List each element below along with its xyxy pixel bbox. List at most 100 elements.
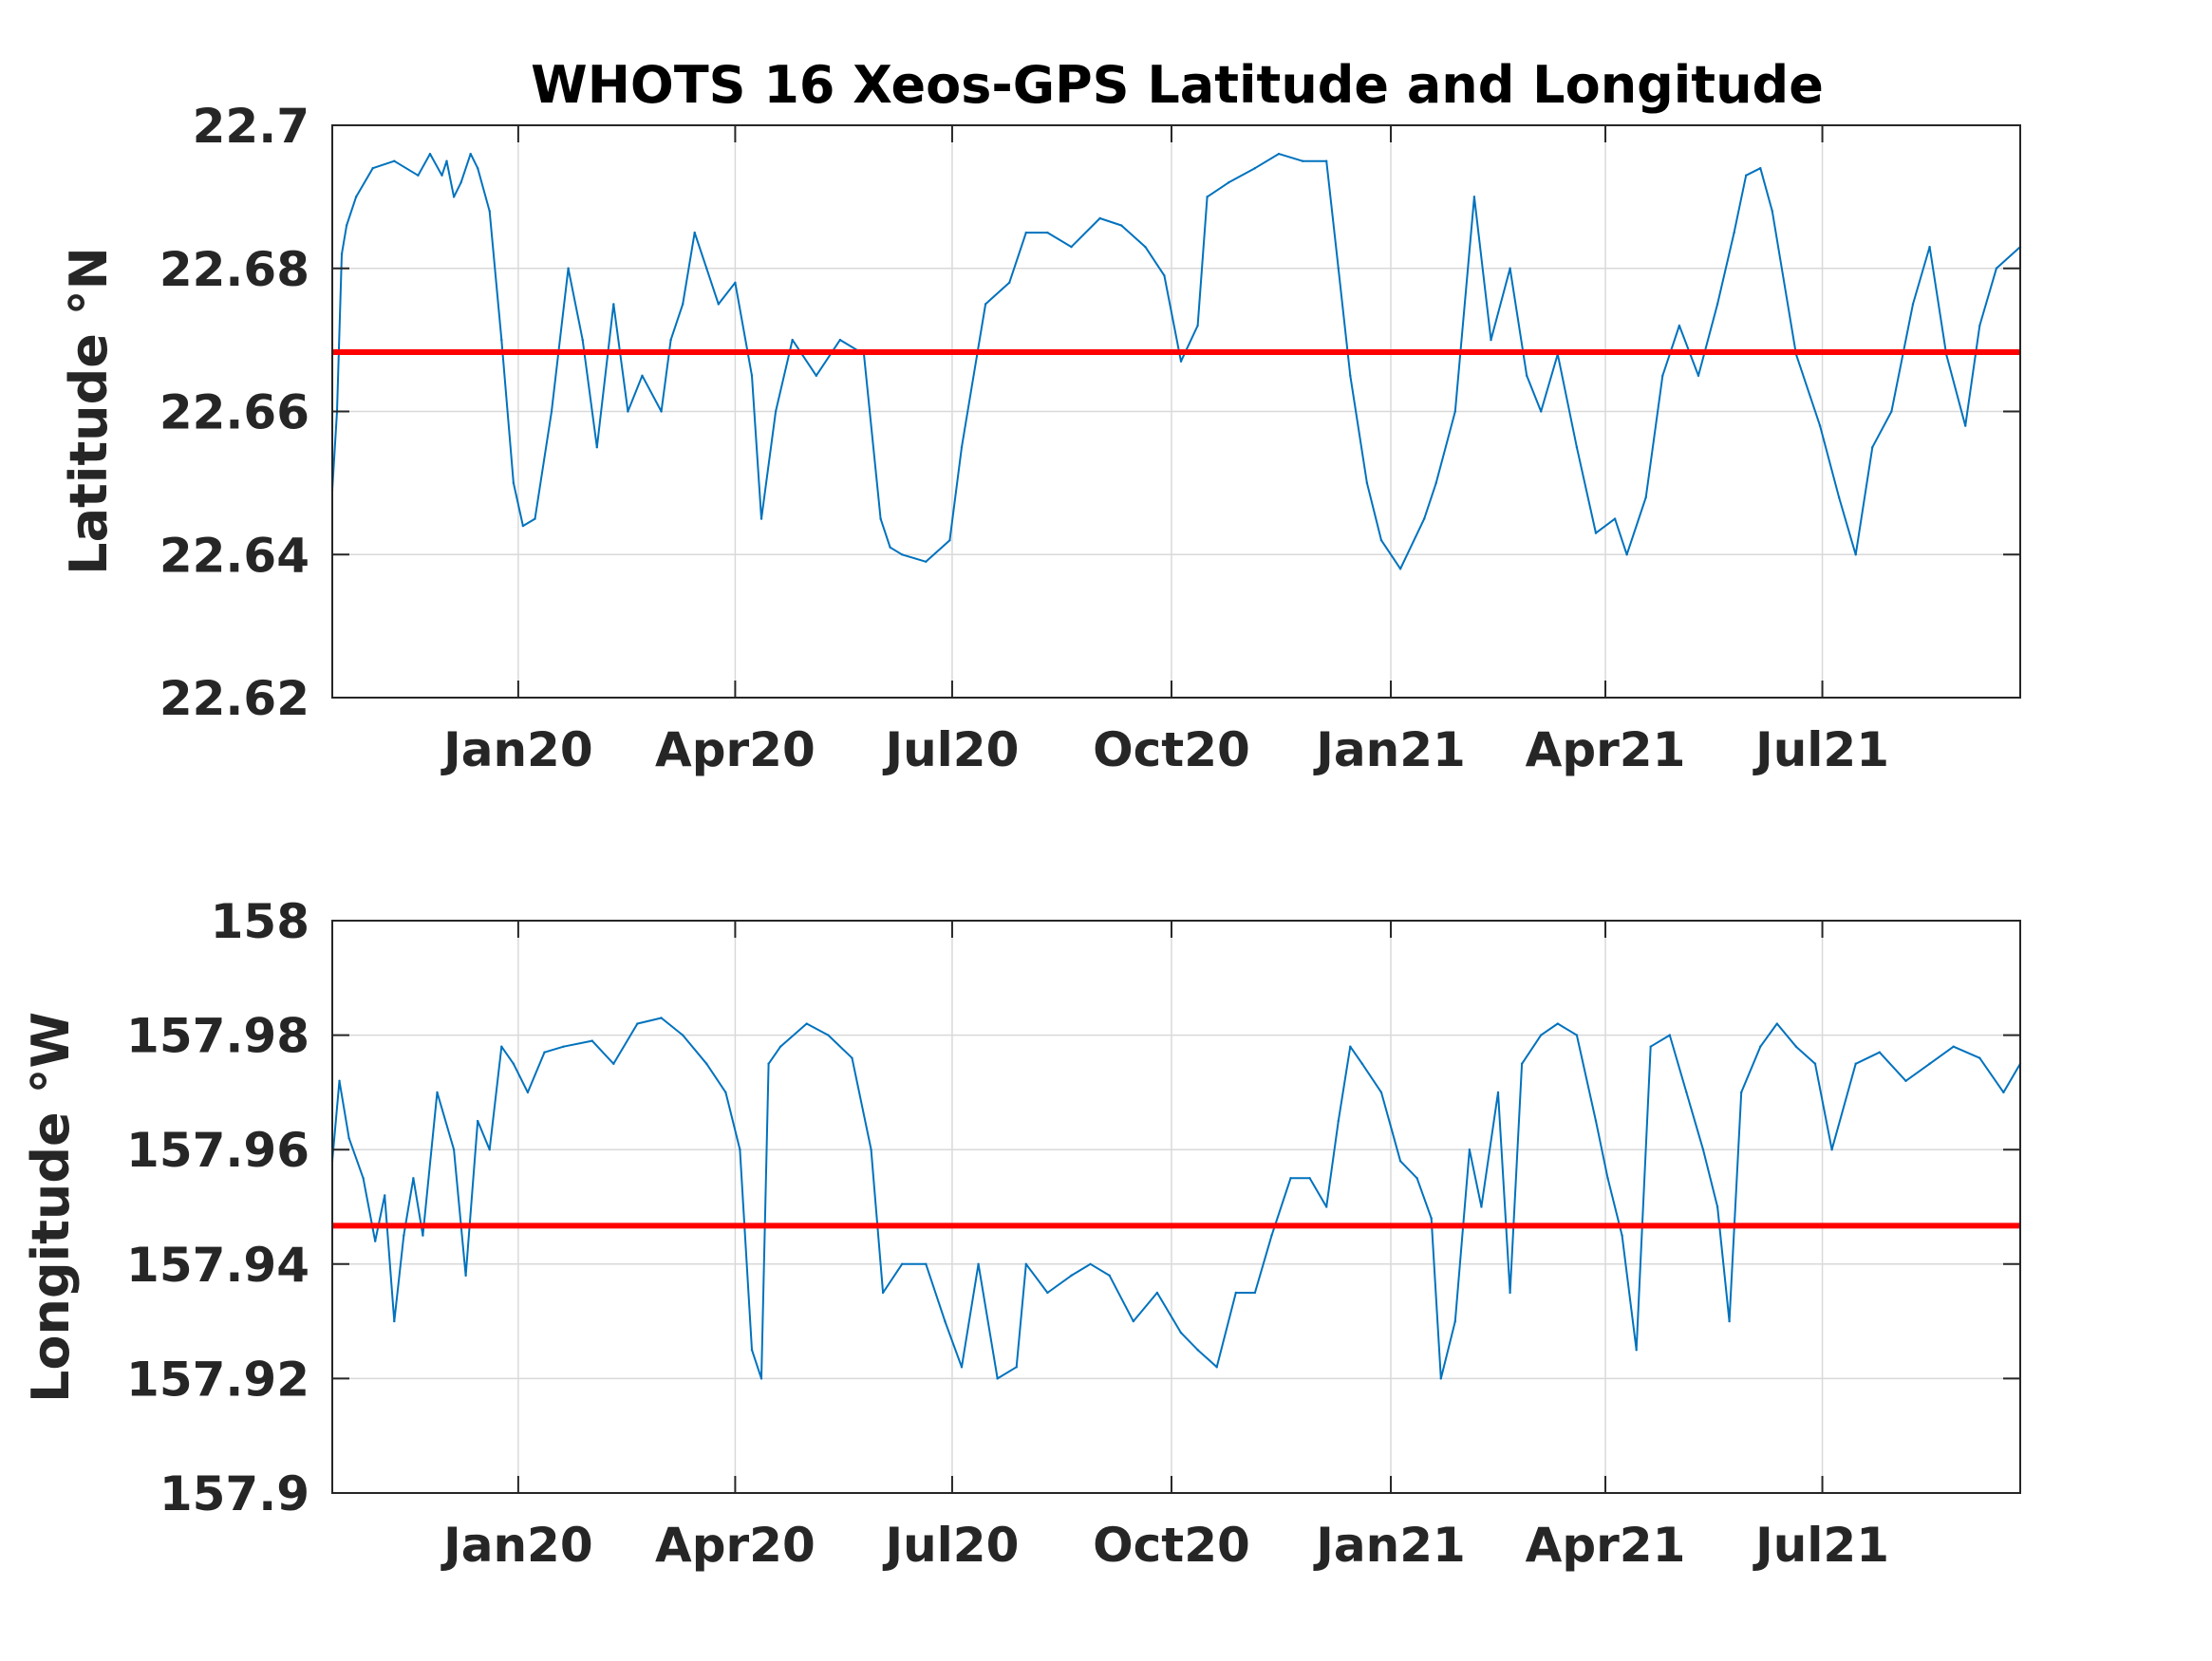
latitude-data-point xyxy=(595,445,598,449)
longitude-data-point xyxy=(1234,1291,1237,1295)
longitude-data-point xyxy=(2002,1091,2005,1094)
latitude-data-point xyxy=(393,159,396,162)
latitude-data-point xyxy=(1978,324,1981,327)
longitude-data-point xyxy=(1179,1331,1183,1334)
latitude-data-point xyxy=(445,159,448,162)
latitude-data-point xyxy=(500,338,503,342)
longitude-data-point xyxy=(724,1091,727,1094)
latitude-data-point xyxy=(1196,324,1199,327)
longitude-data-point xyxy=(1325,1205,1328,1208)
latitude-data-point xyxy=(521,524,525,528)
latitude-data-point xyxy=(717,303,721,306)
longitude-data-point xyxy=(1540,1034,1543,1036)
longitude-data-point xyxy=(1794,1045,1798,1048)
latitude-data-point xyxy=(889,546,891,549)
latitude-data-point xyxy=(901,553,904,556)
longitude-data-point xyxy=(1509,1291,1511,1295)
longitude-x-tick-label: Oct20 xyxy=(1093,1518,1250,1573)
latitude-data-point xyxy=(705,267,708,270)
latitude-data-point xyxy=(1540,410,1543,413)
latitude-data-point xyxy=(1594,532,1598,534)
longitude-data-point xyxy=(1775,1022,1779,1025)
latitude-ticks: Jan20 Apr20 Jul20 Oct20 Jan21 Apr21 Jul21 22.62… xyxy=(159,99,2020,777)
latitude-x-tick-label: Jan20 xyxy=(441,722,593,777)
longitude-data-point xyxy=(1270,1234,1273,1237)
latitude-data-point xyxy=(1206,196,1209,198)
latitude-data-point xyxy=(925,560,928,563)
longitude-data-point xyxy=(412,1177,415,1180)
longitude-data-point xyxy=(1360,1062,1364,1065)
latitude-data-point xyxy=(1277,152,1281,156)
latitude-data-point xyxy=(567,267,570,270)
latitude-data-point xyxy=(1453,410,1457,413)
longitude-data-point xyxy=(1575,1034,1579,1036)
longitude-data-point xyxy=(1635,1349,1638,1352)
latitude-data-point xyxy=(345,224,348,227)
latitude-data-point xyxy=(1837,495,1841,499)
longitude-data-point xyxy=(805,1022,808,1025)
longitude-y-axis-label: Longitude °W xyxy=(21,1012,81,1403)
longitude-data-point xyxy=(1830,1148,1833,1151)
latitude-data-point xyxy=(627,410,629,413)
latitude-data-point xyxy=(681,303,684,306)
longitude-data-point xyxy=(1015,1366,1018,1369)
latitude-data-point xyxy=(1325,159,1328,162)
longitude-data-point xyxy=(422,1234,424,1237)
longitude-data-point xyxy=(590,1039,593,1042)
longitude-x-tick-label: Jul21 xyxy=(1753,1518,1889,1573)
longitude-y-tick-label: 157.9 xyxy=(159,1466,309,1521)
latitude-data-point xyxy=(1661,374,1664,378)
longitude-series xyxy=(330,1017,2022,1380)
longitude-data-point xyxy=(925,1262,928,1266)
latitude-grid xyxy=(332,125,2020,698)
longitude-data-point xyxy=(1132,1319,1134,1323)
latitude-y-tick-label: 22.64 xyxy=(159,528,309,583)
latitude-data-point xyxy=(534,517,536,520)
latitude-data-point xyxy=(1625,553,1628,556)
latitude-data-point xyxy=(1253,167,1257,170)
latitude-data-point xyxy=(1070,245,1073,249)
longitude-data-point xyxy=(827,1034,830,1036)
longitude-data-point xyxy=(543,1051,546,1054)
latitude-data-point xyxy=(1301,159,1304,162)
longitude-data-point xyxy=(944,1319,947,1323)
longitude-data-point xyxy=(1878,1051,1882,1054)
longitude-data-point xyxy=(1606,1177,1609,1180)
longitude-data-point xyxy=(526,1091,530,1094)
longitude-x-tick-label: Apr20 xyxy=(655,1518,815,1573)
latitude-data-point xyxy=(1890,410,1893,413)
latitude-data-point xyxy=(1434,481,1437,485)
latitude-y-tick-label: 22.68 xyxy=(159,242,309,297)
longitude-data-point xyxy=(1215,1366,1218,1369)
longitude-data-point xyxy=(1253,1291,1257,1295)
longitude-data-point xyxy=(901,1262,904,1266)
latitude-data-point xyxy=(550,410,553,413)
longitude-data-point xyxy=(562,1045,565,1048)
latitude-data-point xyxy=(1759,167,1762,170)
latitude-data-point xyxy=(1678,324,1681,327)
longitude-data-point xyxy=(1046,1291,1049,1295)
longitude-data-point xyxy=(1289,1177,1292,1180)
longitude-data-point xyxy=(660,1017,663,1019)
longitude-data-point xyxy=(1308,1177,1311,1180)
longitude-y-tick-label: 158 xyxy=(211,894,309,949)
longitude-data-point xyxy=(881,1291,885,1295)
longitude-data-point xyxy=(452,1148,456,1151)
longitude-data-point xyxy=(403,1234,405,1237)
latitude-series-line xyxy=(331,153,2021,570)
latitude-data-point xyxy=(1024,231,1027,234)
longitude-data-point xyxy=(1978,1056,1981,1059)
latitude-data-point xyxy=(1745,174,1748,177)
latitude-data-point xyxy=(815,374,817,378)
longitude-axes-box xyxy=(331,920,2021,1494)
longitude-data-point xyxy=(1739,1091,1743,1094)
latitude-data-point xyxy=(1398,568,1402,570)
latitude-data-point xyxy=(669,338,672,342)
longitude-plot-area xyxy=(332,921,2020,1493)
longitude-data-point xyxy=(1468,1148,1472,1151)
latitude-data-point xyxy=(948,538,951,542)
longitude-data-point xyxy=(1520,1062,1524,1065)
longitude-data-point xyxy=(681,1034,684,1036)
longitude-data-point xyxy=(1337,1119,1340,1123)
